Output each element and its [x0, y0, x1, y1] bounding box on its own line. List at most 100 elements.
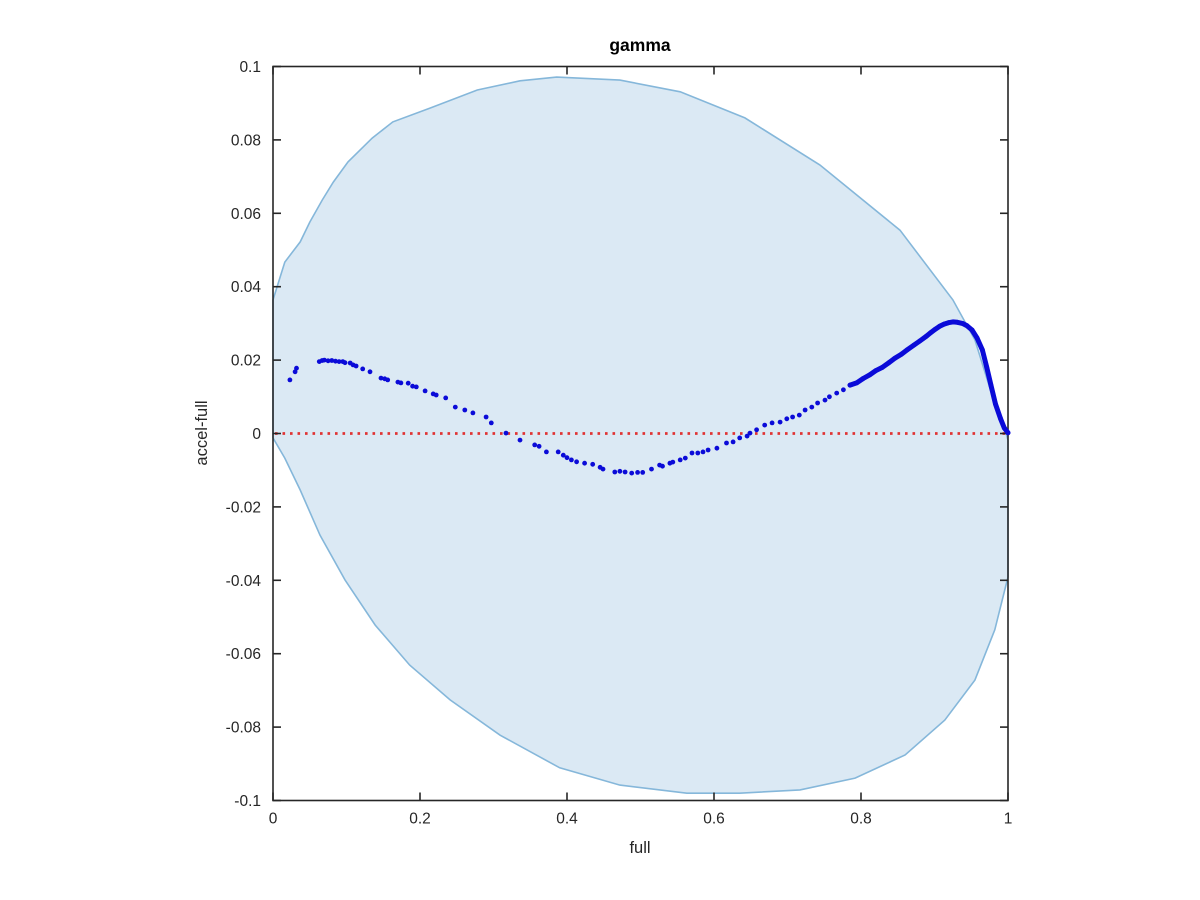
confidence-region	[272, 76, 1009, 795]
scatter-point	[612, 469, 618, 475]
scatter-point	[899, 351, 904, 357]
x-tick-label: 0.6	[703, 811, 725, 828]
scatter-point	[517, 437, 523, 443]
y-tick-label: -0.06	[226, 646, 261, 663]
scatter-point	[705, 447, 711, 453]
scatter-point	[682, 455, 688, 461]
scatter-point	[600, 466, 606, 472]
scatter-point	[532, 442, 538, 448]
x-tick-label: 0	[269, 811, 278, 828]
scatter-point	[744, 433, 750, 439]
scatter-point	[954, 319, 960, 325]
scatter-point	[617, 468, 623, 474]
x-tick-label: 0.2	[409, 811, 431, 828]
scatter-point	[378, 375, 384, 381]
scatter-point	[569, 457, 574, 463]
scatter-point	[433, 392, 439, 398]
scatter-point	[360, 366, 366, 372]
scatter-point	[410, 383, 415, 389]
scatter-point	[582, 460, 587, 466]
scatter-point	[834, 390, 840, 396]
scatter-point	[555, 449, 561, 455]
scatter-point	[847, 382, 853, 388]
scatter-point	[294, 365, 299, 371]
scatter-point	[815, 400, 820, 406]
scatter-point	[536, 443, 542, 449]
region-boundary	[272, 76, 1009, 795]
scatter-point	[924, 333, 929, 339]
y-tick-label: 0	[252, 426, 261, 443]
scatter-point	[754, 427, 759, 433]
scatter-point	[879, 365, 885, 370]
scatter-point	[660, 463, 665, 469]
scatter-point	[483, 414, 489, 420]
scatter-point	[841, 387, 846, 393]
scatter-point	[329, 358, 335, 363]
scatter-point	[928, 330, 934, 335]
scatter-point	[984, 364, 990, 370]
scatter-point	[777, 419, 783, 425]
scatter-point	[979, 347, 985, 353]
scatter-point	[342, 360, 348, 366]
scatter-point	[988, 383, 994, 389]
y-tick-label: -0.02	[226, 499, 261, 516]
tick-labels: 0 0.2 0.4 0.6 0.8 1 0.1 0.08 0.06 0.04 0.02 0 -0.02 -…	[226, 59, 1013, 828]
scatter-point	[398, 380, 404, 386]
y-tick-label: -0.1	[234, 793, 261, 810]
y-tick-label: 0.06	[231, 206, 261, 223]
scatter-point	[1005, 430, 1011, 436]
scatter-point	[822, 397, 828, 403]
y-tick-label: 0.1	[239, 59, 261, 76]
scatter-point	[714, 445, 720, 451]
scatter-point	[367, 369, 373, 375]
scatter-point	[413, 384, 419, 390]
scatter-point	[292, 369, 298, 375]
scatter-point	[932, 326, 938, 332]
scatter-point	[622, 469, 628, 475]
scatter-point	[574, 459, 579, 465]
y-tick-label: -0.04	[226, 573, 262, 590]
scatter-point	[724, 440, 729, 446]
scatter-point	[993, 401, 998, 407]
y-axis-label: accel-full	[193, 400, 211, 465]
x-tick-label: 0.8	[850, 811, 872, 828]
scatter-point	[796, 412, 802, 418]
scatter-point	[452, 404, 458, 410]
scatter-series	[287, 319, 1011, 476]
scatter-point	[677, 457, 683, 463]
scatter-point	[353, 363, 359, 369]
scatter-point	[322, 357, 327, 363]
scatter-point	[635, 470, 640, 475]
x-tick-label: 0.4	[556, 811, 578, 828]
y-tick-label: 0.02	[231, 353, 261, 370]
scatter-point	[998, 416, 1003, 422]
scatter-point	[1001, 425, 1007, 431]
scatter-point	[385, 377, 391, 383]
x-axis-label: full	[629, 839, 650, 857]
scatter-point	[886, 360, 892, 366]
scatter-point	[950, 319, 956, 325]
scatter-point	[405, 380, 411, 386]
scatter-point	[854, 380, 859, 386]
scatter-point	[784, 416, 790, 422]
scatter-point	[860, 376, 866, 381]
scatter-point	[809, 404, 815, 410]
y-tick-label: 0.04	[231, 279, 262, 296]
scatter-point	[287, 377, 293, 383]
chart-title: gamma	[609, 35, 671, 55]
scatter-point	[422, 388, 428, 394]
scatter-point	[503, 430, 509, 436]
scatter-point	[802, 407, 808, 413]
scatter-point	[689, 450, 695, 456]
scatter-point	[488, 420, 494, 426]
scatter-point	[937, 323, 942, 329]
scatter-point	[946, 320, 951, 326]
scatter-point	[670, 459, 676, 465]
scatter-point	[700, 449, 706, 455]
scatter-point	[892, 355, 898, 361]
scatter-point	[960, 321, 965, 326]
scatter-point	[629, 470, 635, 476]
y-tick-label: 0.08	[231, 132, 261, 149]
scatter-point	[974, 335, 980, 341]
